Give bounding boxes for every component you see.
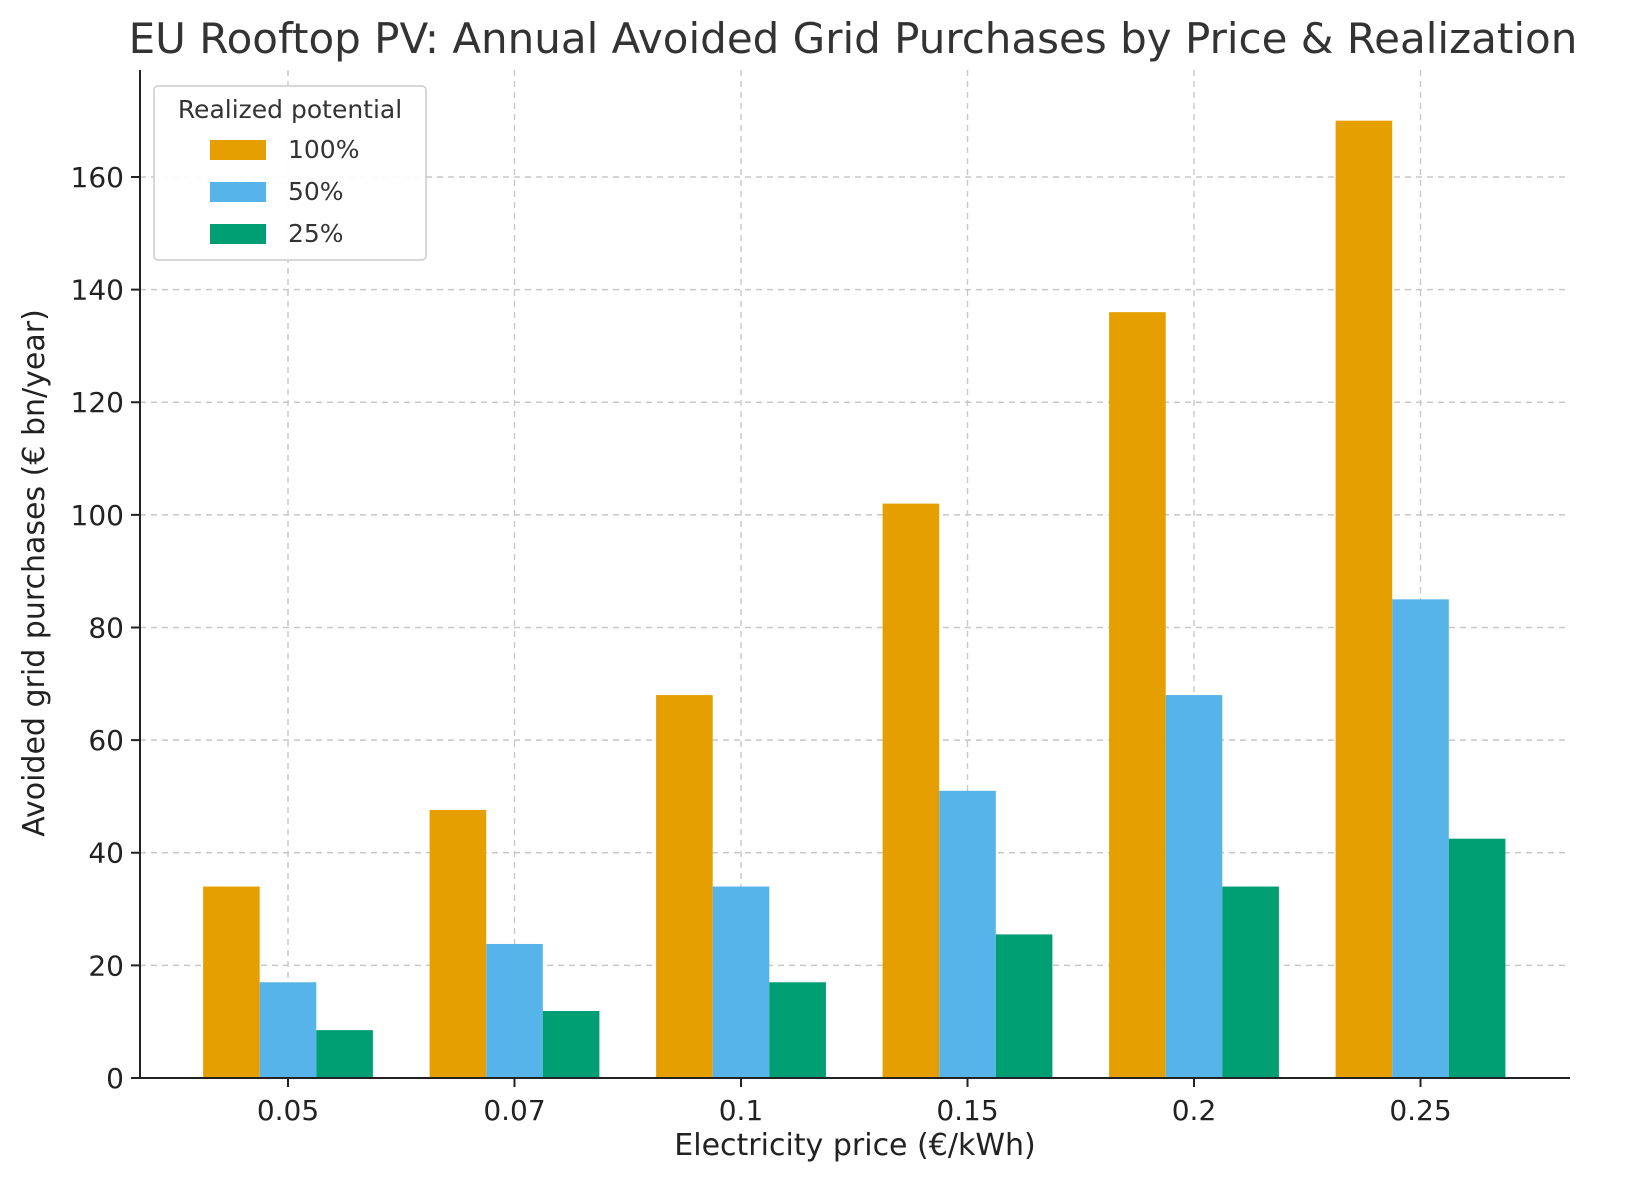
bar	[1109, 312, 1166, 1078]
x-tick-label: 0.15	[936, 1094, 998, 1127]
y-tick-label: 80	[88, 611, 124, 644]
bar	[1335, 120, 1393, 1078]
bar	[656, 695, 713, 1078]
x-tick-label: 0.25	[1389, 1094, 1451, 1127]
y-axis-label: Avoided grid purchases (€ bn/year)	[17, 309, 52, 837]
bar	[429, 809, 487, 1078]
y-tick-label: 140	[71, 274, 124, 307]
bar	[769, 982, 826, 1078]
legend: Realized potential 100% 50% 25%	[153, 85, 427, 261]
bar	[882, 503, 940, 1078]
legend-title: Realized potential	[178, 95, 402, 124]
x-tick-label: 0.05	[257, 1094, 319, 1127]
legend-swatch	[210, 224, 266, 244]
bar	[1448, 838, 1506, 1078]
bar	[1165, 695, 1223, 1078]
bar	[1392, 599, 1449, 1078]
legend-items: 100% 50% 25%	[210, 135, 359, 248]
bars	[203, 120, 1506, 1078]
bar	[1222, 886, 1279, 1078]
y-tick-label: 100	[71, 499, 124, 532]
y-tick-label: 20	[88, 949, 124, 982]
legend-label: 25%	[288, 219, 344, 248]
x-tick-label: 0.2	[1172, 1094, 1217, 1127]
y-tick-label: 0	[106, 1062, 124, 1095]
x-axis-label: Electricity price (€/kWh)	[674, 1128, 1035, 1163]
y-tick-label: 60	[88, 724, 124, 757]
legend-swatch	[210, 140, 266, 160]
legend-swatch	[210, 182, 266, 202]
legend-label: 100%	[288, 135, 359, 164]
x-tick-label: 0.07	[483, 1094, 545, 1127]
bar	[486, 943, 543, 1078]
bar	[939, 790, 996, 1078]
x-axis-ticks: 0.05 0.07 0.1 0.15 0.2 0.25	[257, 1078, 1452, 1127]
bar	[203, 886, 260, 1078]
legend-frame	[153, 85, 427, 261]
bar	[259, 982, 317, 1078]
y-axis-ticks: 0 20 40 60 80 100 120 140 160	[71, 161, 140, 1095]
bar	[712, 886, 770, 1078]
x-tick-label: 0.1	[719, 1094, 764, 1127]
bar	[542, 1010, 600, 1078]
y-tick-label: 160	[71, 161, 124, 194]
y-tick-label: 40	[88, 837, 124, 870]
y-tick-label: 120	[71, 386, 124, 419]
bar	[995, 934, 1053, 1078]
axes	[139, 70, 1570, 1079]
bar	[316, 1030, 373, 1078]
chart-title: EU Rooftop PV: Annual Avoided Grid Purch…	[129, 14, 1578, 63]
legend-label: 50%	[288, 177, 344, 206]
